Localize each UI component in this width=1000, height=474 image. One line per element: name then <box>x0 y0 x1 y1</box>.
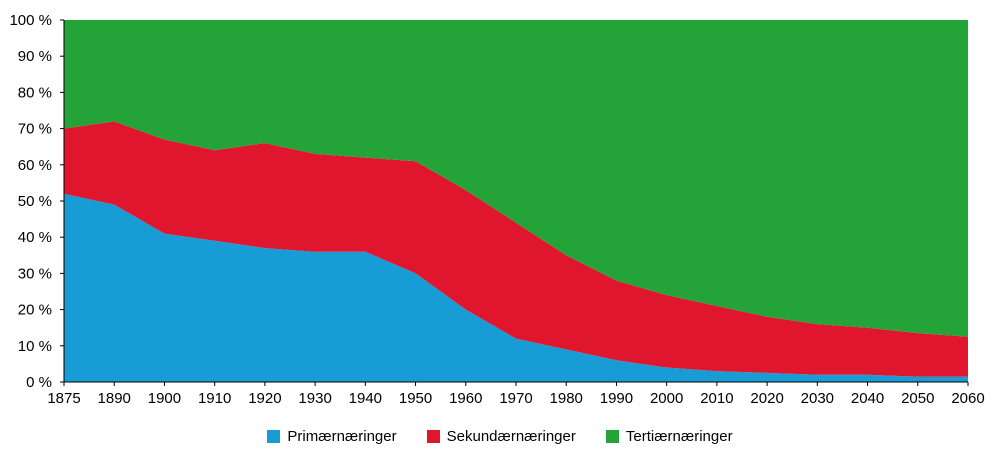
x-tick-label: 1950 <box>399 390 432 407</box>
y-tick-label: 100 % <box>9 12 52 29</box>
x-tick-label: 2000 <box>650 390 683 407</box>
x-tick-label: 1910 <box>198 390 231 407</box>
y-tick-label: 80 % <box>18 84 52 101</box>
legend-label-tertiaernaeringer: Tertiærnæringer <box>625 428 733 445</box>
legend-swatch-tertiaernaeringer-icon <box>605 430 619 443</box>
x-tick-label: 1940 <box>349 390 382 407</box>
chart-legend: Primærnæringer Sekundærnæringer Tertiærn… <box>0 428 1000 445</box>
legend-item-primaernaeringer: Primærnæringer <box>267 428 397 445</box>
x-tick-label: 1890 <box>98 390 131 407</box>
x-tick-label: 2060 <box>951 390 984 407</box>
stacked-area-chart: 0 % 10 % 20 % 30 % 40 % 50 % 60 % 70 % 80 % 90 % 1… <box>9 12 984 407</box>
area-primaernaeringer <box>64 193 968 382</box>
x-tick-label: 1930 <box>298 390 331 407</box>
y-tick-label: 60 % <box>18 157 52 174</box>
legend-label-primaernaeringer: Primærnæringer <box>287 428 397 445</box>
legend-item-tertiaernaeringer: Tertiærnæringer <box>605 428 733 445</box>
x-tick-label: 2050 <box>901 390 934 407</box>
x-tick-label: 1875 <box>47 390 80 407</box>
x-tick-label: 1980 <box>550 390 583 407</box>
area-sekundaernaeringer <box>64 121 968 377</box>
x-tick-label: 1900 <box>148 390 181 407</box>
legend-label-sekundaernaeringer: Sekundærnæringer <box>446 428 576 445</box>
y-tick-label: 70 % <box>18 121 52 138</box>
y-tick-label: 90 % <box>18 48 52 65</box>
x-tick-label: 1990 <box>600 390 633 407</box>
x-tick-label: 1920 <box>248 390 281 407</box>
legend-item-sekundaernaeringer: Sekundærnæringer <box>426 428 576 445</box>
y-tick-label: 0 % <box>26 374 52 391</box>
x-tick-label: 1960 <box>449 390 482 407</box>
x-tick-label: 2010 <box>700 390 733 407</box>
y-tick-label: 50 % <box>18 193 52 210</box>
x-tick-label: 2020 <box>750 390 783 407</box>
y-tick-label: 30 % <box>18 265 52 282</box>
y-tick-label: 40 % <box>18 229 52 246</box>
legend-swatch-sekundaernaeringer-icon <box>426 430 440 443</box>
y-tick-label: 10 % <box>18 338 52 355</box>
x-tick-label: 1970 <box>499 390 532 407</box>
x-tick-label: 2040 <box>851 390 884 407</box>
legend-swatch-primaernaeringer-icon <box>267 430 281 443</box>
x-tick-label: 2030 <box>801 390 834 407</box>
y-tick-label: 20 % <box>18 302 52 319</box>
area-tertiaernaeringer <box>64 20 968 337</box>
